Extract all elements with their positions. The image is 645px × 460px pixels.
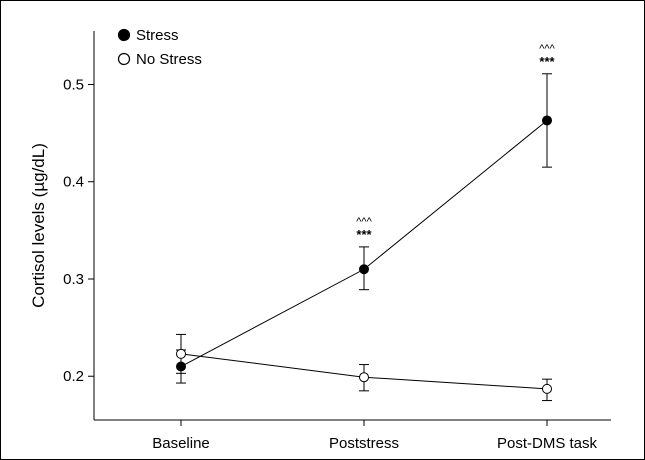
legend-marker: [117, 52, 131, 66]
x-tick-label: Baseline: [152, 435, 210, 452]
y-tick-label: 0.3: [63, 271, 84, 288]
legend-marker: [117, 28, 131, 42]
significance-caret: ^^^: [539, 43, 555, 55]
y-tick-label: 0.5: [63, 76, 84, 93]
y-tick-label: 0.4: [63, 174, 84, 191]
y-ticks: 0.2 0.3 0.4 0.5: [63, 76, 94, 385]
x-ticks: Baseline Poststress Post-DMS task: [152, 420, 598, 452]
significance-stars: ***: [356, 227, 372, 242]
series-line: [180, 120, 548, 367]
significance-stars: ***: [539, 54, 555, 69]
legend-label: Stress: [136, 27, 179, 44]
data-point: [359, 264, 369, 275]
y-tick-label: 0.2: [63, 368, 84, 385]
legend-label: No Stress: [136, 51, 202, 68]
legend: Stress No Stress: [117, 27, 202, 68]
data-point: [359, 372, 369, 383]
series-no-stress: [176, 333, 552, 402]
y-axis-label: Cortisol levels (µg/dL): [29, 143, 48, 308]
significance-caret: ^^^: [356, 216, 372, 228]
series-layer: [176, 73, 552, 402]
x-tick-label: Poststress: [329, 435, 399, 452]
data-point: [542, 383, 552, 394]
x-tick-label: Post-DMS task: [497, 435, 598, 452]
axes: [93, 31, 611, 421]
data-point: [542, 115, 552, 126]
data-point: [176, 348, 186, 359]
annotations: ^^^***^^^***: [356, 43, 555, 242]
